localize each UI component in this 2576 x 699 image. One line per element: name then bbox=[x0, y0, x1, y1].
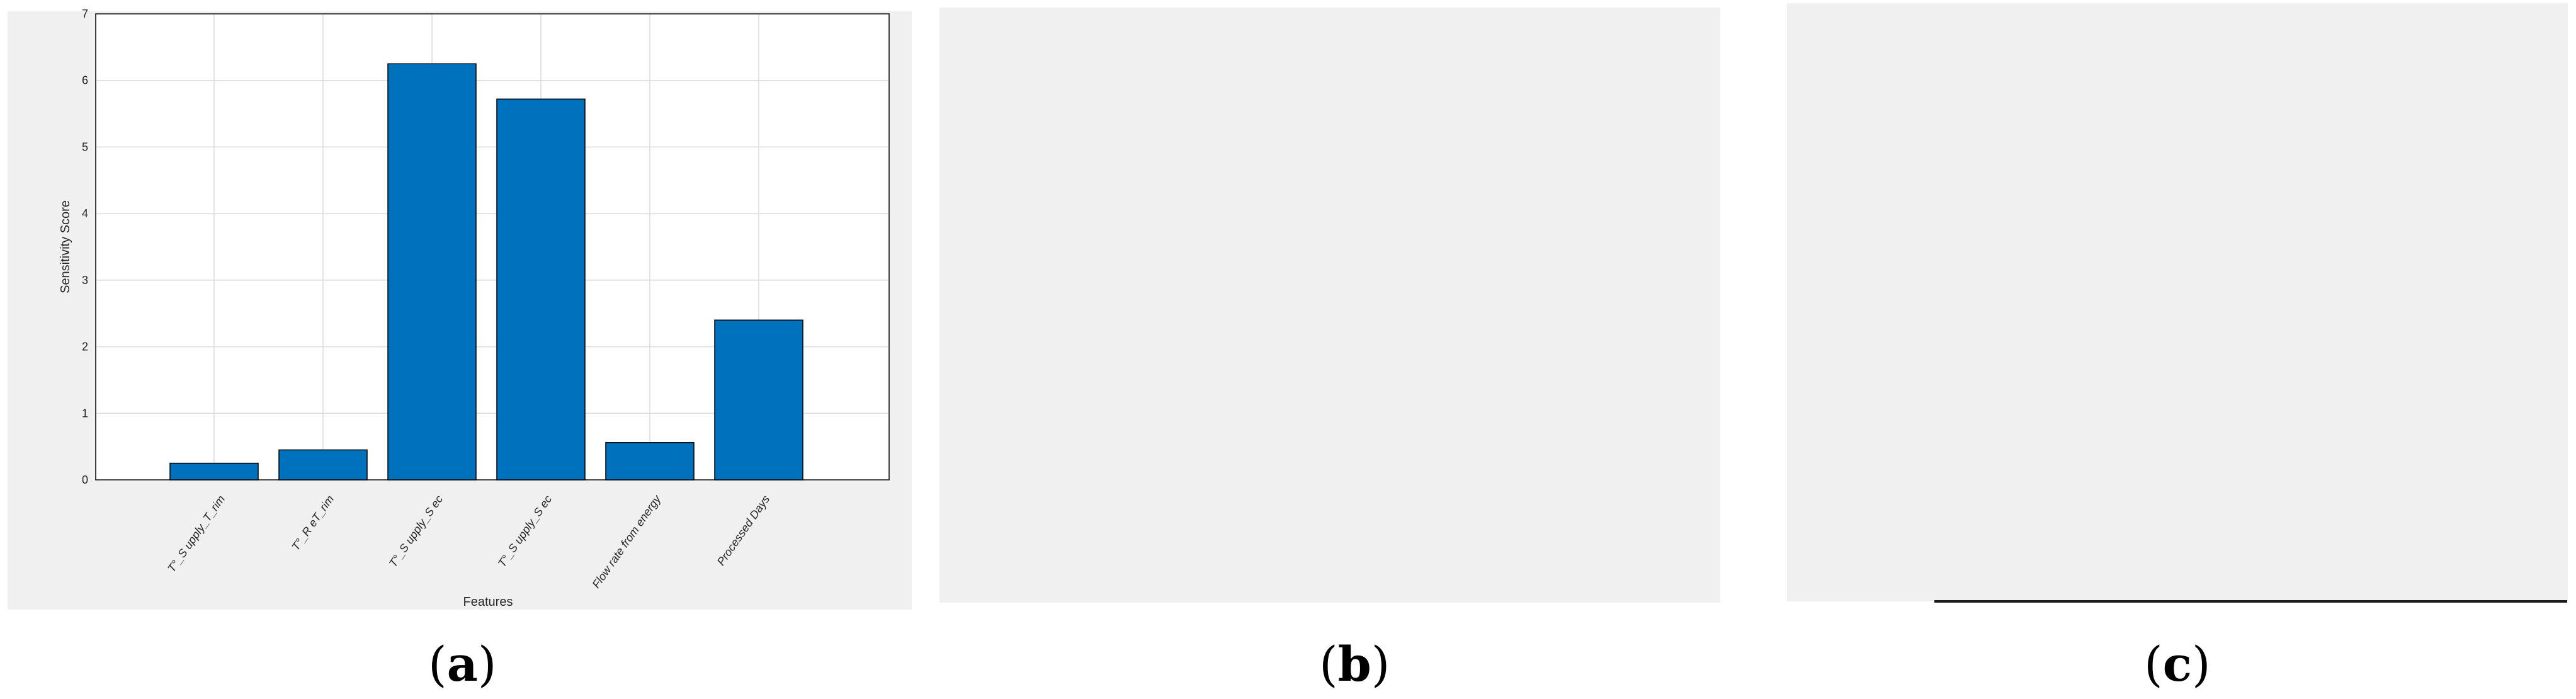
panel-a-bar bbox=[496, 98, 586, 480]
panel-a-y-axis-label: Sensitivity Score bbox=[59, 200, 72, 293]
panel-a-category-label: T°_S upply_S ec bbox=[387, 493, 445, 569]
panel-a-ytick-label: 3 bbox=[82, 274, 88, 287]
panel-c-underline bbox=[1934, 600, 2567, 603]
panel-a-ytick-label: 4 bbox=[82, 207, 88, 220]
panel-a-category-label: T°_S upply_S ec bbox=[496, 493, 554, 569]
panel-a-ytick-label: 0 bbox=[82, 474, 88, 486]
panel-a-ytick-label: 6 bbox=[82, 74, 88, 87]
panel-b-caption: (b) bbox=[1319, 636, 1390, 692]
panel-b-background bbox=[939, 8, 1720, 603]
panel-a-ytick-label: 7 bbox=[82, 8, 88, 20]
panel-a-plot: 0 1 2 3 4 5 6 7 T°_S upply_T_rim T°_R eT_rim T°_S … bbox=[59, 8, 890, 609]
panel-a-ytick-label: 1 bbox=[82, 407, 88, 419]
panel-a-ytick-label: 5 bbox=[82, 140, 88, 153]
panel-a-bar bbox=[387, 63, 477, 480]
panel-a-x-axis-label: Features bbox=[463, 595, 513, 609]
panel-a-bar bbox=[605, 442, 695, 480]
panel-a-ytick-label: 2 bbox=[82, 341, 88, 353]
panel-a-category-label: T°_R eT_rim bbox=[289, 493, 336, 553]
panel-c-background bbox=[1787, 3, 2568, 601]
panel-a-bar bbox=[278, 449, 368, 480]
panel-a-category-label: T°_S upply_T_rim bbox=[165, 493, 227, 575]
panel-a-bar bbox=[714, 319, 803, 480]
panel-c-caption: (c) bbox=[2144, 636, 2211, 692]
panel-a-caption: (a) bbox=[428, 636, 497, 692]
panel-a-bar bbox=[169, 462, 259, 480]
panel-a-category-label: Flow rate from energy bbox=[589, 492, 663, 591]
panel-a-category-label: Processed Days bbox=[715, 493, 773, 568]
panel-a-axes-border bbox=[95, 13, 890, 480]
